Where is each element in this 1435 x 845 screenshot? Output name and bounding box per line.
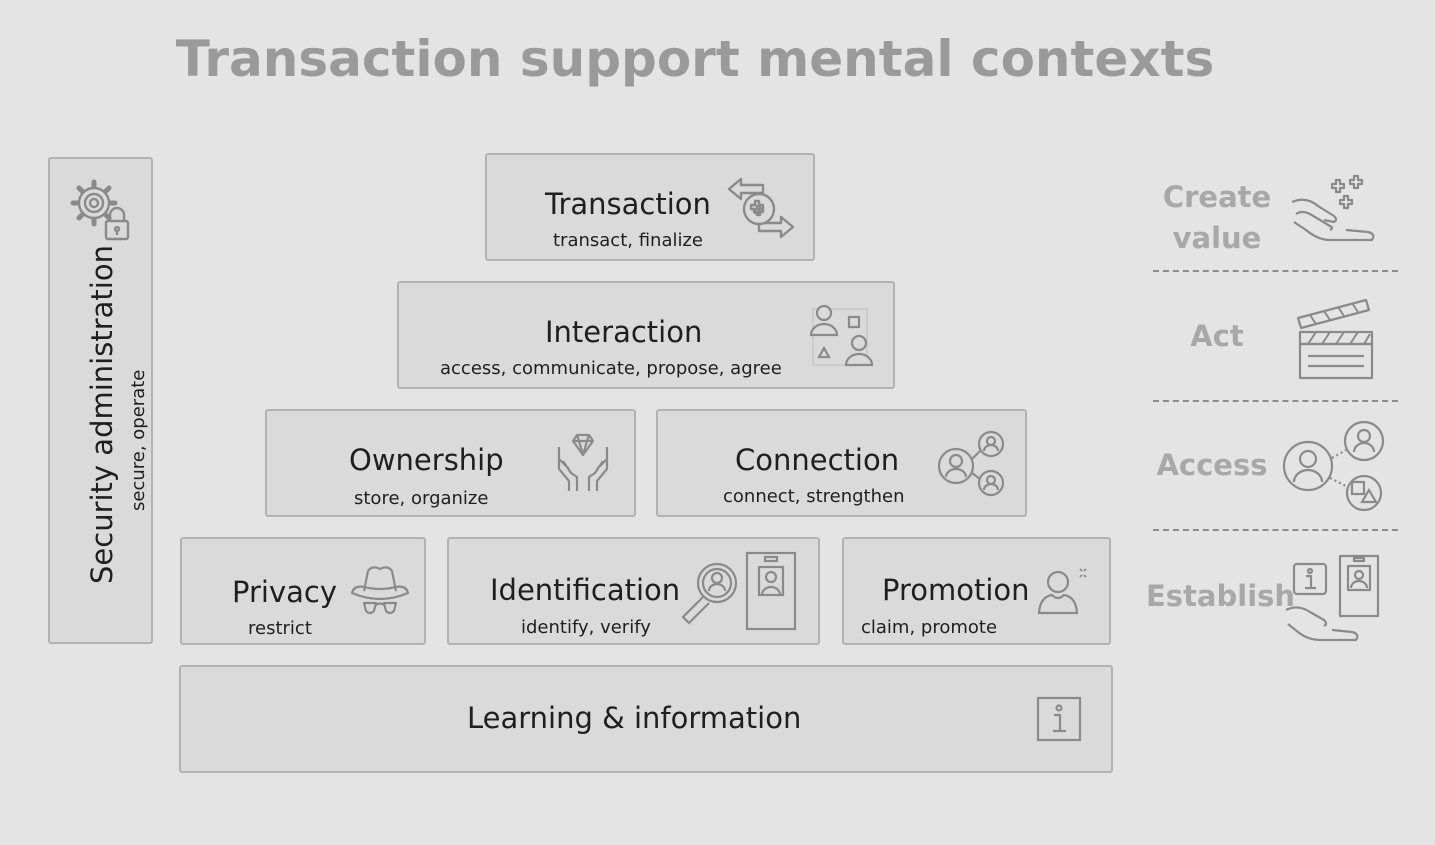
transaction-sub: transact, finalize <box>553 230 704 251</box>
promotion-sub: claim, promote <box>861 617 998 638</box>
promotion-box: Promotion claim, promote <box>842 537 1111 645</box>
info-icon <box>1036 696 1083 743</box>
learning-label: Learning & information <box>467 701 802 735</box>
learning-box: Learning & information <box>179 665 1113 773</box>
ownership-label: Ownership <box>349 443 504 477</box>
hand-plus-icon <box>1290 174 1380 248</box>
privacy-label: Privacy <box>232 575 337 609</box>
ownership-sub: store, organize <box>354 488 489 509</box>
people-shapes-icon <box>809 303 875 369</box>
interaction-box: Interaction access, communicate, propose… <box>397 281 895 389</box>
ownership-box: Ownership store, organize <box>265 409 636 517</box>
exchange-arrows-icon <box>727 177 797 241</box>
transaction-label: Transaction <box>545 187 711 221</box>
side-create-value: Create value <box>1162 180 1272 255</box>
person-sparkle-icon <box>1036 565 1090 617</box>
network-people-icon <box>936 429 1008 499</box>
clapperboard-icon <box>1296 296 1376 380</box>
people-shapes-icon <box>1280 420 1388 516</box>
gear-lock-icon <box>68 177 134 243</box>
connection-sub: connect, strengthen <box>723 486 905 507</box>
identification-box: Identification identify, verify <box>447 537 820 645</box>
transaction-box: Transaction transact, finalize <box>485 153 815 261</box>
divider-1 <box>1153 270 1398 272</box>
incognito-icon <box>350 565 410 617</box>
diagram-title: Transaction support mental contexts <box>175 30 1215 88</box>
security-label: Security administration <box>85 245 119 584</box>
side-establish: Establish <box>1146 579 1296 613</box>
connection-label: Connection <box>735 443 900 477</box>
security-sub: secure, operate <box>128 369 149 511</box>
security-administration-box <box>48 157 153 644</box>
interaction-sub: access, communicate, propose, agree <box>440 358 782 379</box>
promotion-label: Promotion <box>882 573 1030 607</box>
divider-3 <box>1153 529 1398 531</box>
magnifier-id-badge-icon <box>675 551 801 633</box>
identification-label: Identification <box>490 573 681 607</box>
privacy-box: Privacy restrict <box>180 537 426 645</box>
privacy-sub: restrict <box>248 618 312 639</box>
identification-sub: identify, verify <box>521 617 651 638</box>
hands-diamond-icon <box>555 431 611 493</box>
connection-box: Connection connect, strengthen <box>656 409 1027 517</box>
side-act: Act <box>1190 319 1244 353</box>
divider-2 <box>1153 400 1398 402</box>
side-access: Access <box>1156 448 1268 482</box>
interaction-label: Interaction <box>545 315 703 349</box>
hand-info-badge-icon <box>1284 554 1384 646</box>
